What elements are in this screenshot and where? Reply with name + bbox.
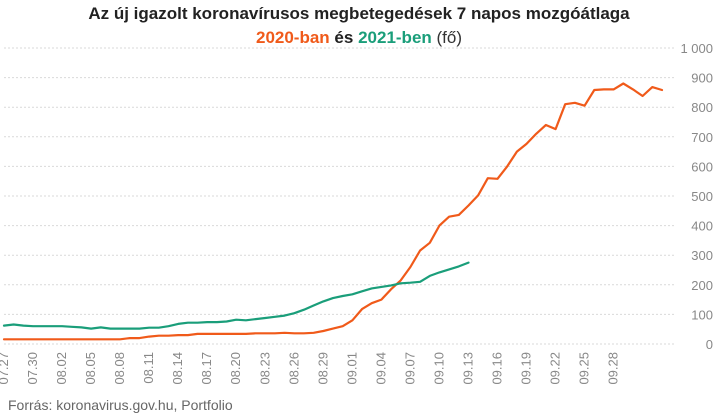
- y-tick-label: 500: [691, 189, 713, 204]
- x-tick-label: 08.08: [112, 352, 127, 385]
- x-tick-label: 09.22: [548, 352, 563, 385]
- y-tick-label: 300: [691, 248, 713, 263]
- x-tick-label: 08.17: [199, 352, 214, 385]
- x-tick-label: 08.05: [83, 352, 98, 385]
- x-tick-label: 08.11: [141, 352, 156, 384]
- y-tick-label: 1 000: [680, 41, 713, 56]
- legend-2020-label: 2020-ban: [255, 28, 330, 47]
- x-tick-label: 09.07: [402, 352, 417, 385]
- y-tick-label: 700: [691, 130, 713, 145]
- y-tick-label: 600: [691, 159, 713, 174]
- x-tick-label: 08.20: [228, 352, 243, 385]
- x-tick-label: 09.10: [431, 352, 446, 385]
- series-line-2020: [2, 82, 664, 341]
- y-tick-label: 800: [691, 100, 713, 115]
- x-tick-label: 09.01: [344, 352, 359, 385]
- x-tick-label: 09.16: [490, 352, 505, 385]
- unit-label: (fő): [436, 28, 463, 47]
- x-tick-label: 07.27: [0, 352, 11, 385]
- series-line-2021: [2, 261, 470, 330]
- x-tick-label: 09.04: [373, 352, 388, 385]
- y-tick-label: 200: [691, 278, 713, 293]
- x-tick-label: 08.14: [170, 352, 185, 385]
- x-tick-label: 09.28: [606, 352, 621, 385]
- y-tick-label: 0: [706, 337, 713, 352]
- source-note: Forrás: koronavirus.gov.hu, Portfolio: [8, 397, 233, 413]
- chart-title: Az új igazolt koronavírusos megbetegedés…: [88, 4, 630, 23]
- y-tick-label: 900: [691, 71, 713, 86]
- x-tick-label: 08.02: [54, 352, 69, 385]
- y-tick-label: 400: [691, 219, 713, 234]
- y-tick-label: 100: [691, 307, 713, 322]
- x-tick-label: 08.26: [286, 352, 301, 385]
- x-tick-label: 09.25: [577, 352, 592, 385]
- x-tick-label: 09.13: [460, 352, 475, 385]
- x-tick-label: 08.29: [315, 352, 330, 385]
- legend-2021-label: 2021-ben: [358, 28, 432, 47]
- x-tick-label: 09.19: [519, 352, 534, 385]
- x-tick-label: 07.30: [25, 352, 40, 385]
- x-tick-label: 08.23: [257, 352, 272, 385]
- legend-conjunction: és: [334, 28, 354, 47]
- chart-subtitle: 2020-ban és 2021-ben (fő): [0, 28, 718, 48]
